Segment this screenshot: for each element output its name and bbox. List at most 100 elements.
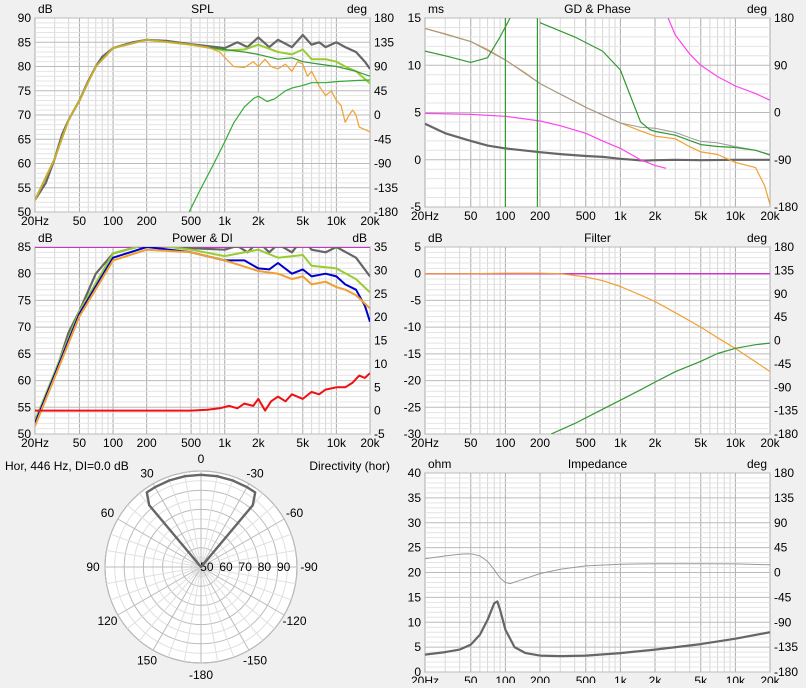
series-line-1: [425, 272, 770, 372]
x-tick-label: 200: [530, 209, 550, 223]
polar-spoke: [200, 566, 292, 601]
left-tick-label: -10: [404, 320, 422, 334]
left-tick-label: -5: [410, 200, 421, 214]
chart-title: Impedance: [568, 457, 628, 471]
right-tick-label: 35: [374, 240, 388, 254]
x-tick-label: 20Hz: [411, 436, 439, 450]
series-line-5: [35, 372, 370, 412]
x-tick-label: 20k: [760, 436, 780, 450]
left-tick-label: 80: [18, 60, 32, 74]
x-tick-label: 50: [464, 436, 478, 450]
chart-title: GD & Phase: [564, 2, 631, 16]
series-group: [425, 18, 770, 207]
series-line-0: [425, 600, 770, 658]
right-tick-label: -90: [774, 380, 792, 394]
polar-angle-label: -30: [246, 466, 264, 480]
x-tick-label: 20Hz: [21, 214, 49, 228]
polar-spoke: [152, 566, 202, 651]
right-tick-label: 135: [374, 35, 394, 49]
left-unit-label: ms: [428, 2, 444, 16]
left-unit-label: dB: [38, 2, 53, 16]
polar-angle-label: 120: [97, 614, 117, 628]
right-tick-label: 135: [774, 263, 794, 277]
polar-angle-label: 0: [198, 452, 205, 466]
left-tick-label: -20: [404, 374, 422, 388]
polar-spoke: [183, 472, 202, 568]
left-tick-label: 40: [408, 466, 422, 480]
left-tick-label: 60: [18, 374, 32, 388]
polar-info: Hor, 446 Hz, DI=0.0 dB: [5, 459, 129, 473]
polar-spoke: [117, 518, 202, 568]
x-tick-label: 20k: [760, 209, 780, 223]
x-tick-label: 10k: [327, 214, 347, 228]
left-tick-label: -25: [404, 400, 422, 414]
chart-title: Filter: [584, 231, 611, 245]
polar-spoke: [110, 566, 202, 601]
x-tick-label: 20Hz: [411, 209, 439, 223]
right-tick-label: 90: [774, 58, 788, 72]
right-tick-label: -180: [774, 427, 798, 441]
x-tick-label: 200: [530, 436, 550, 450]
left-tick-label: -30: [404, 427, 422, 441]
right-tick-label: 0: [374, 404, 381, 418]
x-tick-label: 10k: [726, 209, 746, 223]
plot-area: [34, 246, 371, 435]
polar-spoke: [200, 566, 275, 630]
right-tick-label: 180: [774, 11, 794, 25]
x-tick-label: 20k: [360, 436, 380, 450]
series-line-3: [35, 247, 370, 424]
x-tick-label: 50: [464, 674, 478, 683]
left-tick-label: 30: [408, 516, 422, 530]
right-tick-label: 25: [374, 287, 388, 301]
left-tick-label: -5: [410, 293, 421, 307]
series-line-2: [35, 247, 370, 421]
right-tick-label: 45: [374, 84, 388, 98]
series-line-1: [425, 112, 667, 169]
polar-pattern: [145, 473, 257, 569]
x-tick-label: 50: [73, 214, 87, 228]
left-tick-label: 70: [18, 320, 32, 334]
left-tick-label: 25: [408, 541, 422, 555]
right-tick-label: 0: [774, 106, 781, 120]
left-tick-label: 5: [414, 240, 421, 254]
polar-spoke: [200, 566, 235, 658]
x-tick-label: 1k: [614, 209, 628, 223]
x-tick-label: 10k: [327, 436, 347, 450]
right-unit-label: deg: [747, 457, 767, 471]
polar-ring-label: 60: [219, 560, 233, 574]
x-tick-label: 500: [181, 214, 201, 228]
polar-spoke: [127, 566, 202, 630]
series-group: [35, 33, 370, 212]
right-tick-label: 10: [374, 357, 388, 371]
left-tick-label: 50: [18, 427, 32, 441]
x-tick-label: 1k: [218, 214, 232, 228]
polar-spoke: [127, 504, 202, 568]
right-tick-label: 45: [774, 310, 788, 324]
polar-spoke: [200, 518, 285, 568]
series-line-1: [425, 553, 770, 585]
x-tick-label: 500: [181, 436, 201, 450]
series-line-4: [425, 28, 770, 155]
left-tick-label: 65: [18, 347, 32, 361]
left-tick-label: 70: [18, 108, 32, 122]
plot-area: [424, 246, 771, 435]
right-tick-label: -180: [774, 665, 798, 679]
polar-spoke: [200, 472, 219, 568]
series-group: [35, 247, 370, 427]
polar-spoke: [106, 566, 202, 585]
x-tick-label: 100: [495, 209, 515, 223]
polar-angle-label: -60: [286, 506, 304, 520]
x-tick-label: 1k: [218, 436, 232, 450]
right-tick-label: -45: [774, 590, 792, 604]
polar-ring-label: 70: [239, 560, 253, 574]
left-tick-label: 85: [18, 35, 32, 49]
series-line-3: [35, 39, 370, 201]
x-tick-label: 20Hz: [411, 674, 439, 683]
polar-angle-label: 30: [140, 466, 154, 480]
left-tick-label: 50: [18, 205, 32, 219]
x-tick-label: 2k: [649, 436, 663, 450]
series-line-4: [188, 79, 370, 212]
